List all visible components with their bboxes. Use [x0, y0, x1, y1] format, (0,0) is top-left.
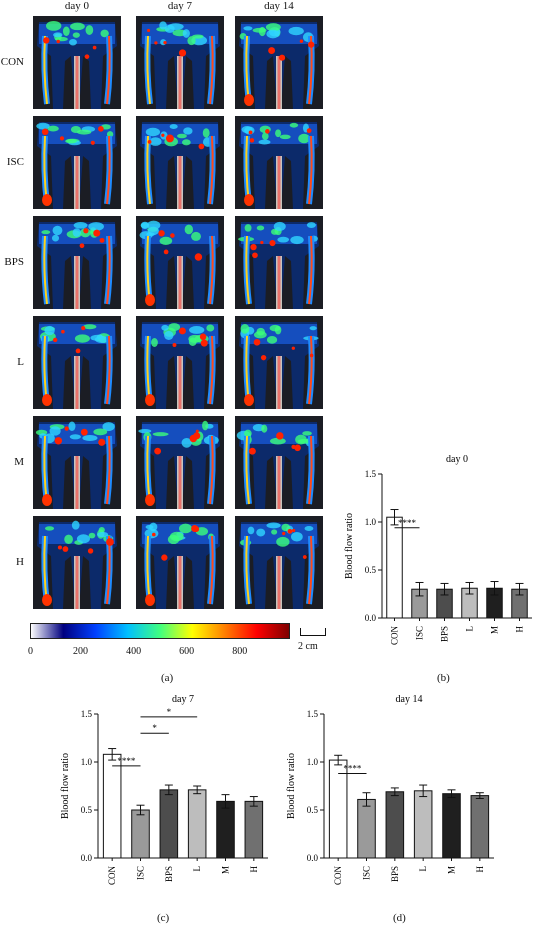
scale-bar-label: 2 cm	[298, 641, 318, 652]
colorbar-gradient	[30, 623, 290, 639]
x-tick-label: CON	[333, 866, 343, 886]
x-tick-label: ISC	[136, 866, 146, 880]
perfusion-image-l-1	[136, 316, 224, 409]
perfusion-image-isc-1	[136, 116, 224, 209]
x-tick-label: CON	[107, 866, 117, 886]
x-tick-label: BPS	[440, 626, 450, 642]
colorbar-tick-4: 800	[232, 646, 248, 657]
y-tick-label: 1.5	[81, 709, 93, 719]
y-axis-label: Blood flow ratio	[60, 753, 71, 819]
colorbar	[30, 623, 290, 639]
significance-label: ****	[343, 764, 362, 774]
column-header-2: day 14	[264, 0, 294, 12]
x-tick-label: L	[418, 866, 428, 872]
x-tick-label: M	[221, 866, 231, 874]
row-label-h: H	[16, 556, 24, 568]
panel-label-a: (a)	[161, 672, 174, 684]
bar-h	[470, 795, 490, 859]
perfusion-image-m-2	[235, 416, 323, 509]
chart-title: day 0	[446, 454, 468, 465]
bar-chart-day0: day 0 Blood flow ratio 0.0 0.5 1.0 1.5 CON ISC B…	[344, 454, 532, 646]
colorbar-tick-1: 200	[73, 646, 89, 657]
y-tick-label: 1.0	[81, 757, 93, 767]
x-tick-label: ISC	[362, 866, 372, 880]
bar-bps	[159, 789, 179, 859]
perfusion-image-con-2	[235, 16, 323, 109]
y-tick-label: 0.5	[307, 805, 319, 815]
bar-con	[386, 516, 403, 619]
y-tick-label: 0.0	[81, 853, 93, 863]
x-tick-label: L	[465, 626, 475, 632]
y-axis-label: Blood flow ratio	[344, 513, 355, 579]
significance-label: *	[167, 707, 172, 717]
panel-label-c: (c)	[157, 912, 170, 924]
y-tick-label: 1.5	[307, 709, 319, 719]
x-tick-label: H	[249, 866, 259, 873]
perfusion-image-isc-2	[235, 116, 323, 209]
significance-label: ****	[117, 756, 136, 766]
y-tick-label: 0.5	[81, 805, 93, 815]
perfusion-image-con-0	[33, 16, 121, 109]
y-tick-label: 1.0	[307, 757, 319, 767]
perfusion-image-con-1	[136, 16, 224, 109]
bar-m	[216, 800, 235, 859]
row-label-m: M	[14, 456, 24, 468]
panel-label-d: (d)	[393, 912, 406, 924]
chart-title: day 14	[396, 694, 423, 705]
perfusion-image-l-0	[33, 316, 121, 409]
bar-bps	[385, 791, 405, 859]
perfusion-image-l-2	[235, 316, 323, 409]
x-tick-label: BPS	[390, 866, 400, 882]
x-tick-label: ISC	[415, 626, 425, 640]
perfusion-image-m-0	[33, 416, 121, 509]
bar-h	[244, 800, 264, 859]
bar-chart-day7: day 7 Blood flow ratio 0.0 0.5 1.0 1.5 CON ISC B…	[60, 694, 268, 886]
y-axis-label: Blood flow ratio	[286, 753, 297, 819]
x-tick-label: L	[192, 866, 202, 872]
bar-l	[413, 790, 433, 859]
perfusion-image-m-1	[136, 416, 224, 509]
x-tick-label: H	[475, 866, 485, 873]
chart-title: day 7	[172, 694, 194, 705]
row-label-l: L	[17, 356, 24, 368]
x-tick-label: H	[515, 626, 525, 633]
y-tick-label: 1.5	[365, 469, 377, 479]
x-tick-label: M	[490, 626, 500, 634]
x-tick-label: M	[447, 866, 457, 874]
scale-bar	[300, 628, 326, 636]
perfusion-image-bps-1	[136, 216, 224, 309]
row-label-con: CON	[0, 56, 24, 68]
perfusion-image-h-0	[33, 516, 121, 609]
perfusion-image-h-2	[235, 516, 323, 609]
bar-l	[187, 789, 207, 859]
bar-chart-day14: day 14 Blood flow ratio 0.0 0.5 1.0 1.5 CON ISC…	[286, 694, 494, 886]
x-tick-label: CON	[390, 626, 400, 646]
x-tick-label: BPS	[164, 866, 174, 882]
significance-label: ****	[398, 518, 417, 528]
colorbar-tick-2: 400	[126, 646, 142, 657]
row-label-bps: BPS	[4, 256, 24, 268]
bar-con	[102, 753, 122, 859]
perfusion-image-isc-0	[33, 116, 121, 209]
perfusion-image-bps-0	[33, 216, 121, 309]
bar-con	[328, 759, 348, 859]
row-label-isc: ISC	[6, 156, 24, 168]
panel-label-b: (b)	[437, 672, 450, 684]
bar-m	[442, 793, 461, 859]
colorbar-tick-3: 600	[179, 646, 195, 657]
colorbar-tick-0: 0	[28, 646, 33, 657]
perfusion-image-h-1	[136, 516, 224, 609]
column-header-1: day 7	[167, 0, 193, 12]
y-tick-label: 0.5	[365, 565, 377, 575]
column-header-0: day 0	[64, 0, 90, 12]
y-tick-label: 0.0	[307, 853, 319, 863]
y-tick-label: 1.0	[365, 517, 377, 527]
bar-isc	[131, 809, 150, 859]
bar-isc	[357, 798, 376, 859]
y-tick-label: 0.0	[365, 613, 377, 623]
significance-label: *	[152, 723, 157, 733]
perfusion-image-bps-2	[235, 216, 323, 309]
